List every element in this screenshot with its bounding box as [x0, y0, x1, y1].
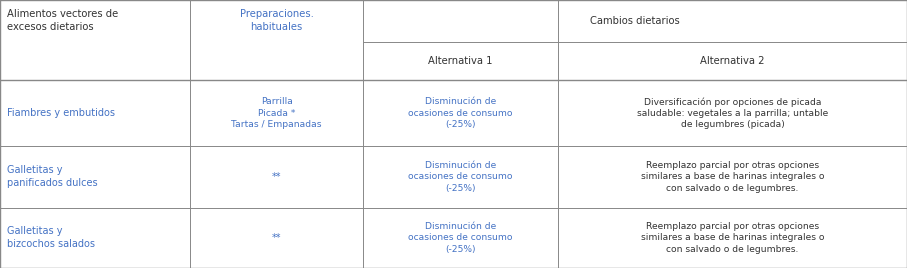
Text: Reemplazo parcial por otras opciones
similares a base de harinas integrales o
co: Reemplazo parcial por otras opciones sim… [640, 161, 824, 193]
Text: Parrilla
Picada *
Tartas / Empanadas: Parrilla Picada * Tartas / Empanadas [231, 97, 322, 129]
Text: Cambios dietarios: Cambios dietarios [590, 16, 679, 26]
Text: Preparaciones.
habituales: Preparaciones. habituales [239, 9, 314, 32]
Text: Fiambres y embutidos: Fiambres y embutidos [7, 108, 115, 118]
Text: Disminución de
ocasiones de consumo
(-25%): Disminución de ocasiones de consumo (-25… [408, 97, 512, 129]
Text: **: ** [272, 233, 281, 243]
Text: **: ** [272, 172, 281, 182]
Text: Disminución de
ocasiones de consumo
(-25%): Disminución de ocasiones de consumo (-25… [408, 161, 512, 193]
Text: Disminución de
ocasiones de consumo
(-25%): Disminución de ocasiones de consumo (-25… [408, 222, 512, 254]
Text: Reemplazo parcial por otras opciones
similares a base de harinas integrales o
co: Reemplazo parcial por otras opciones sim… [640, 222, 824, 254]
Text: Alternativa 1: Alternativa 1 [428, 56, 493, 66]
Text: Galletitas y
panificados dulces: Galletitas y panificados dulces [7, 165, 98, 188]
Text: Galletitas y
bizcochos salados: Galletitas y bizcochos salados [7, 226, 95, 249]
Text: Alternativa 2: Alternativa 2 [700, 56, 765, 66]
Text: Diversificación por opciones de picada
saludable: vegetales a la parrilla; untab: Diversificación por opciones de picada s… [637, 97, 828, 129]
Text: Alimentos vectores de
excesos dietarios: Alimentos vectores de excesos dietarios [7, 9, 119, 32]
